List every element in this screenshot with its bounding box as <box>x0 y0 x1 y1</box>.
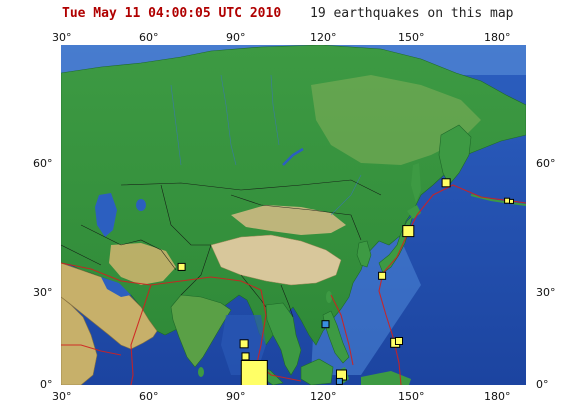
left-lat-label: 60° <box>33 157 53 170</box>
sri-lanka <box>198 367 204 377</box>
bottom-lon-label: 90° <box>226 390 246 403</box>
earthquake-marker[interactable] <box>177 262 186 271</box>
earthquake-marker[interactable] <box>402 225 415 238</box>
left-lat-label: 0° <box>40 378 53 391</box>
country-borders <box>61 179 382 318</box>
earthquake-count: 19 earthquakes on this map <box>310 6 514 21</box>
kamchatka <box>438 124 472 186</box>
earthquake-marker[interactable] <box>335 377 343 385</box>
left-lat-label: 30° <box>33 286 53 299</box>
top-lon-label: 90° <box>226 31 246 44</box>
gobi-desert <box>231 205 346 235</box>
taiwan <box>326 291 332 303</box>
iran-plateau <box>109 243 176 285</box>
bottom-lon-label: 30° <box>52 390 72 403</box>
sakhalin <box>411 163 421 203</box>
top-lon-label: 120° <box>310 31 337 44</box>
top-lon-label: 150° <box>398 31 425 44</box>
plate-boundaries <box>61 184 526 385</box>
new-guinea <box>361 371 411 385</box>
rivers <box>170 74 362 216</box>
header: Tue May 11 04:00:05 UTC 2010 19 earthqua… <box>0 0 575 26</box>
earthquake-marker[interactable] <box>240 360 268 386</box>
korea <box>356 240 372 268</box>
earthquake-map[interactable] <box>61 45 526 385</box>
persian-gulf <box>101 277 131 297</box>
bottom-lon-label: 150° <box>398 390 425 403</box>
bottom-lon-label: 180° <box>484 390 511 403</box>
right-lat-label: 60° <box>536 157 556 170</box>
earthquake-marker[interactable] <box>378 271 387 280</box>
top-lon-label: 60° <box>139 31 159 44</box>
africa <box>61 296 98 385</box>
top-lon-label: 30° <box>52 31 72 44</box>
indochina <box>265 302 302 376</box>
bottom-lon-label: 120° <box>310 390 337 403</box>
bottom-lon-label: 60° <box>139 390 159 403</box>
aral-sea <box>136 199 146 211</box>
caspian-sea <box>95 193 117 237</box>
lake-baikal <box>282 147 304 166</box>
india <box>170 294 232 368</box>
right-lat-label: 0° <box>536 378 549 391</box>
earthquake-marker[interactable] <box>509 198 514 204</box>
earthquake-marker[interactable] <box>241 352 250 361</box>
siberian-uplands <box>311 75 481 165</box>
earthquake-marker[interactable] <box>321 320 330 329</box>
top-lon-label: 180° <box>484 31 511 44</box>
earthquake-marker[interactable] <box>395 337 403 345</box>
earthquake-markers <box>177 178 514 386</box>
earthquake-marker[interactable] <box>239 339 249 349</box>
right-lat-label: 30° <box>536 286 556 299</box>
hokkaido <box>407 205 421 219</box>
earthquake-marker[interactable] <box>504 197 511 204</box>
borneo <box>300 358 334 385</box>
earthquake-marker[interactable] <box>441 178 451 188</box>
timestamp: Tue May 11 04:00:05 UTC 2010 <box>62 6 282 21</box>
